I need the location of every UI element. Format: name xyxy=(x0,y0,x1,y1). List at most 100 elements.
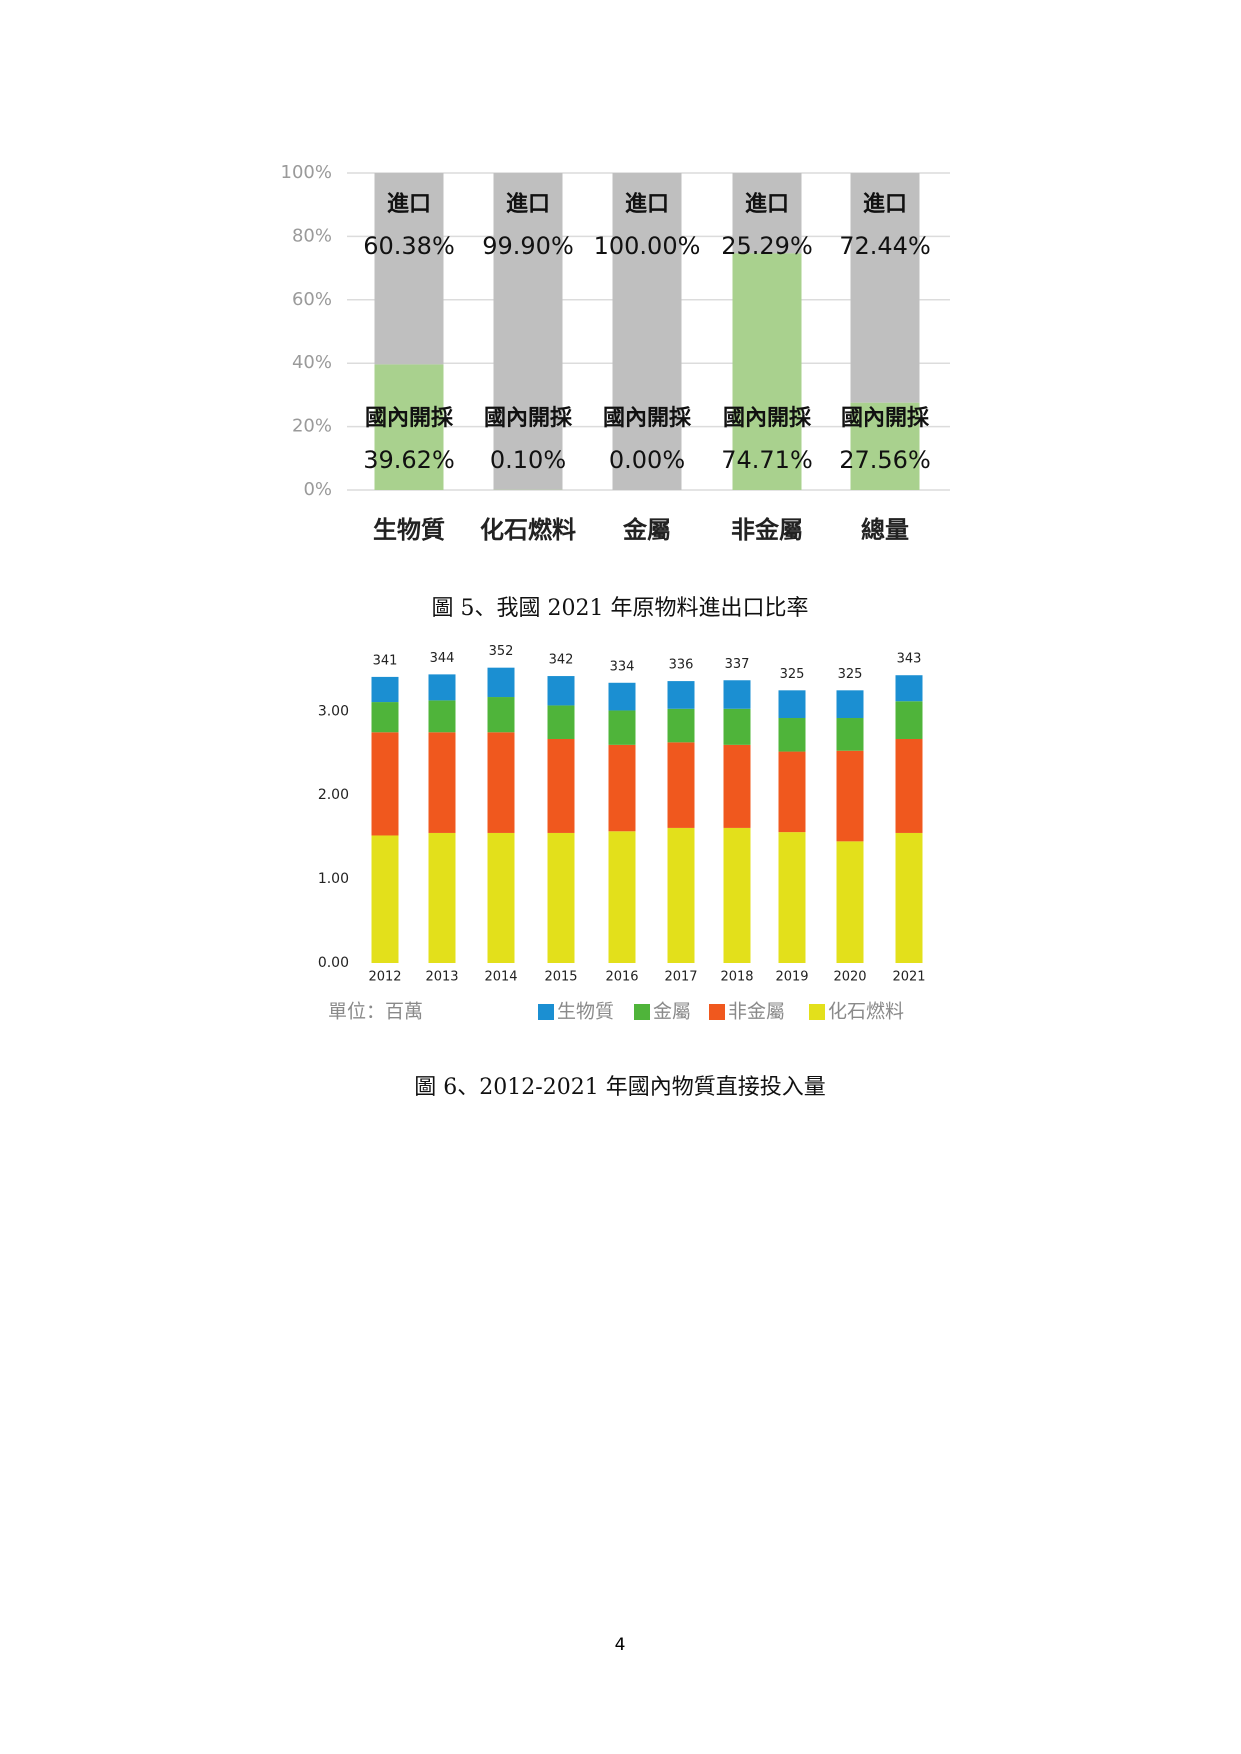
y-tick-label: 100% xyxy=(281,162,332,183)
total-label: 344 xyxy=(430,651,455,666)
bar-segment xyxy=(895,675,923,702)
legend-swatch xyxy=(709,1004,725,1020)
x-tick-label: 金屬 xyxy=(622,516,671,544)
series-label: 國內開採 xyxy=(841,406,930,431)
data-label: 39.62% xyxy=(363,446,455,474)
bar-segment xyxy=(895,738,923,833)
x-tick-label: 2019 xyxy=(775,970,808,985)
bar-segment xyxy=(778,718,806,752)
data-label: 60.38% xyxy=(363,232,455,260)
x-tick-label: 生物質 xyxy=(373,516,445,544)
x-tick-label: 2020 xyxy=(833,970,866,985)
page-number: 4 xyxy=(615,1635,626,1655)
bar-segment xyxy=(428,700,456,733)
x-tick-label: 化石燃料 xyxy=(480,516,576,544)
bar-segment xyxy=(608,831,636,963)
bar-segment xyxy=(778,832,806,963)
bar-segment xyxy=(850,173,920,403)
legend-swatch xyxy=(809,1004,825,1020)
y-tick-label: 80% xyxy=(292,225,332,246)
data-label: 99.90% xyxy=(482,232,574,260)
data-label: 0.10% xyxy=(490,446,566,474)
bar-segment xyxy=(487,832,515,963)
bar-segment xyxy=(487,667,515,698)
series-label: 國內開採 xyxy=(365,406,454,431)
bar-segment xyxy=(608,710,636,745)
bar-segment xyxy=(723,680,751,709)
legend-label: 生物質 xyxy=(557,1001,614,1023)
y-tick-label: 1.00 xyxy=(318,871,349,887)
figure-caption: 圖 5、我國 2021 年原物料進出口比率 xyxy=(432,596,809,621)
bar-segment xyxy=(778,690,806,719)
bar-segment xyxy=(547,738,575,833)
x-tick-label: 總量 xyxy=(861,516,909,544)
y-tick-label: 60% xyxy=(292,289,332,310)
bar-segment xyxy=(428,732,456,833)
total-label: 341 xyxy=(373,653,398,668)
legend-swatch xyxy=(538,1004,554,1020)
bar-segment xyxy=(778,751,806,833)
series-label: 進口 xyxy=(625,192,669,217)
bar-segment xyxy=(374,364,444,490)
y-tick-label: 0% xyxy=(303,479,332,500)
series-label: 國內開採 xyxy=(484,406,573,431)
bar-segment xyxy=(428,832,456,963)
series-label: 進口 xyxy=(387,192,431,217)
series-label: 進口 xyxy=(863,192,907,217)
bar-segment xyxy=(667,708,695,743)
unit-label: 單位：百萬 xyxy=(328,1001,423,1023)
total-label: 325 xyxy=(838,667,863,682)
bar-segment xyxy=(547,705,575,739)
bar-segment xyxy=(836,690,864,719)
bar-segment xyxy=(374,173,444,365)
bar-segment xyxy=(608,682,636,711)
x-tick-label: 2013 xyxy=(425,970,458,985)
series-label: 國內開採 xyxy=(723,406,812,431)
legend-label: 金屬 xyxy=(653,1001,691,1023)
bar-segment xyxy=(836,841,864,963)
y-tick-label: 3.00 xyxy=(318,703,349,719)
y-tick-label: 0.00 xyxy=(318,955,349,971)
x-tick-label: 2018 xyxy=(720,970,753,985)
bar-segment xyxy=(493,173,563,490)
legend-swatch xyxy=(634,1004,650,1020)
x-tick-label: 2014 xyxy=(484,970,517,985)
bar-segment xyxy=(723,708,751,745)
total-label: 343 xyxy=(897,652,922,667)
x-tick-label: 2015 xyxy=(544,970,577,985)
data-label: 74.71% xyxy=(721,446,813,474)
y-tick-label: 20% xyxy=(292,416,332,437)
data-label: 0.00% xyxy=(609,446,685,474)
bar-segment xyxy=(371,835,399,963)
series-label: 進口 xyxy=(745,192,789,217)
bar-segment xyxy=(371,676,399,703)
bar-segment xyxy=(836,718,864,751)
x-tick-label: 非金屬 xyxy=(731,516,803,544)
bar-segment xyxy=(667,827,695,963)
bar-segment xyxy=(371,702,399,733)
bar-segment xyxy=(487,697,515,733)
bar-segment xyxy=(723,744,751,828)
figure-caption: 圖 6、2012-2021 年國內物質直接投入量 xyxy=(414,1075,825,1100)
bar-segment xyxy=(723,827,751,963)
x-tick-label: 2016 xyxy=(605,970,638,985)
bar-segment xyxy=(895,832,923,963)
bar-segment xyxy=(547,676,575,706)
bar-segment xyxy=(667,681,695,709)
bar-segment xyxy=(895,701,923,739)
bar-segment xyxy=(732,253,802,490)
x-tick-label: 2021 xyxy=(892,970,925,985)
series-label: 國內開採 xyxy=(603,406,692,431)
total-label: 336 xyxy=(669,658,694,673)
y-tick-label: 40% xyxy=(292,352,332,373)
legend-label: 非金屬 xyxy=(728,1001,785,1023)
total-label: 337 xyxy=(725,657,750,672)
data-label: 25.29% xyxy=(721,232,813,260)
data-label: 72.44% xyxy=(839,232,931,260)
total-label: 334 xyxy=(610,659,635,674)
bar-segment xyxy=(836,750,864,842)
bar-segment xyxy=(850,402,920,490)
bar-segment xyxy=(732,173,802,254)
legend-label: 化石燃料 xyxy=(828,1001,904,1023)
y-tick-label: 2.00 xyxy=(318,787,349,803)
